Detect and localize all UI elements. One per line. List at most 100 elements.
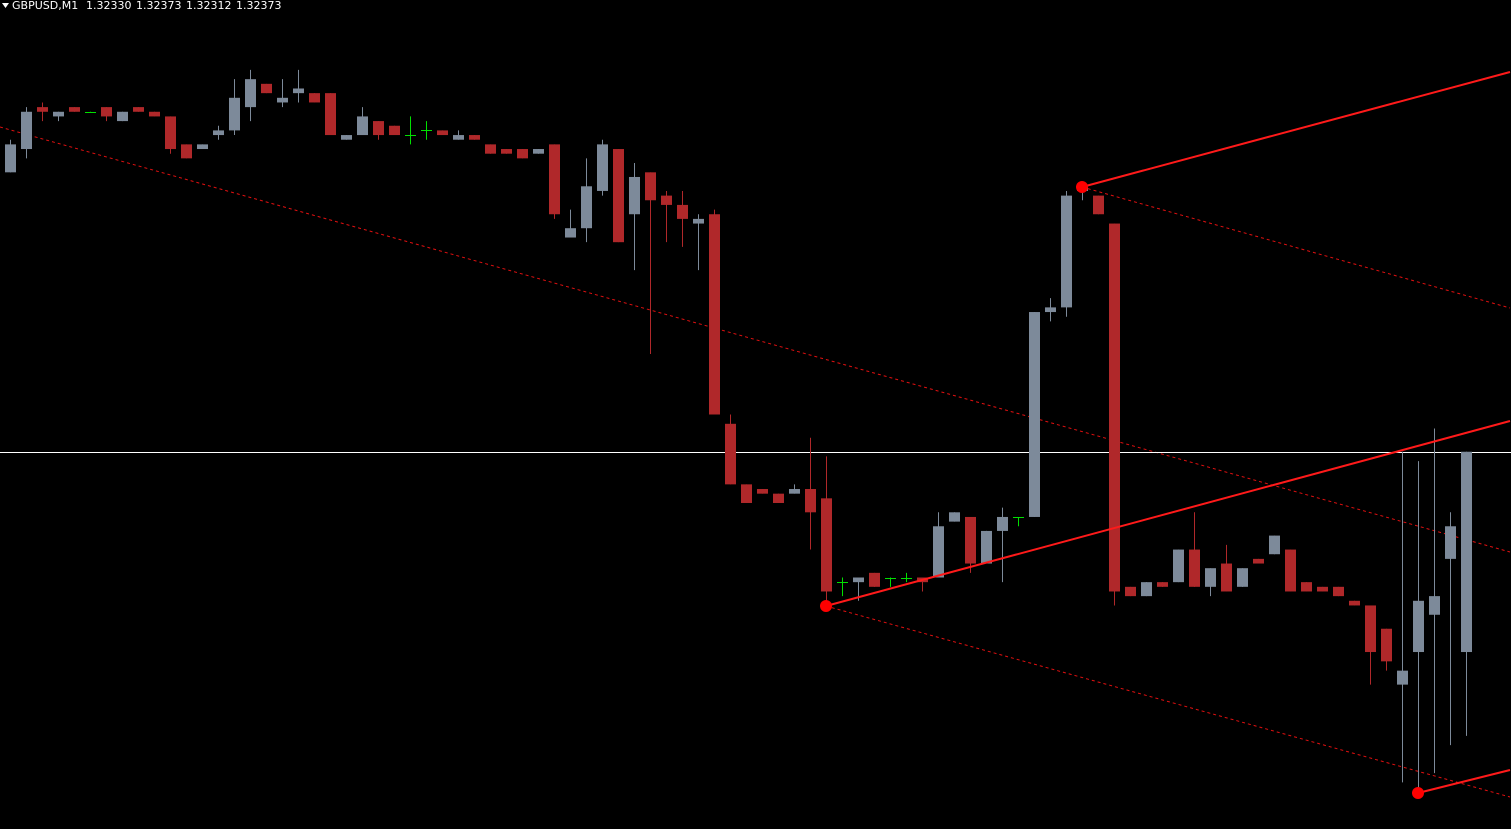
candle-body — [869, 572, 880, 587]
candle-body — [741, 484, 752, 503]
candle-body — [1253, 558, 1264, 564]
candle-body — [757, 489, 768, 494]
candle-body — [1093, 195, 1104, 215]
candle-body — [5, 144, 16, 173]
ohlc-label: 1.32373 — [236, 0, 282, 12]
candle-body — [149, 111, 160, 117]
candle-body — [1317, 586, 1328, 592]
candles — [0, 69, 1511, 792]
anchor-point — [1412, 787, 1424, 799]
candle-body — [1413, 600, 1424, 653]
candle-body — [1445, 526, 1456, 559]
channel-line — [1081, 186, 1511, 309]
candle-body — [1349, 600, 1360, 606]
candle-body — [853, 577, 864, 583]
candle-body — [197, 144, 208, 150]
candle-body — [725, 423, 736, 485]
candle-body — [533, 149, 544, 154]
candle-body — [1237, 568, 1248, 587]
candle-body — [1141, 582, 1152, 597]
candle-body — [245, 79, 256, 108]
candle-body — [805, 489, 816, 513]
candle-body — [229, 97, 240, 131]
candle-body — [501, 149, 512, 154]
candle-body — [277, 97, 288, 103]
candle-body — [325, 93, 336, 136]
candle-body — [1285, 549, 1296, 592]
candle-body — [565, 228, 576, 238]
symbol-label: GBPUSD,M1 — [12, 0, 78, 12]
candle-body — [821, 498, 832, 592]
candle-body — [613, 149, 624, 243]
candle-body — [453, 135, 464, 140]
candle-body — [789, 489, 800, 494]
candle-body — [373, 121, 384, 136]
candle-body — [1461, 451, 1472, 653]
candle-body — [293, 88, 304, 94]
candle-body — [773, 493, 784, 503]
menu-triangle[interactable] — [2, 3, 9, 8]
trend-objects — [820, 71, 1511, 799]
candle-body — [1045, 307, 1056, 313]
candle-body — [629, 176, 640, 215]
candle-body — [1173, 549, 1184, 583]
trend-line — [825, 420, 1511, 607]
candle-body — [661, 195, 672, 205]
channel-line — [825, 605, 1511, 798]
candle-body — [1269, 535, 1280, 555]
candle-body — [117, 111, 128, 122]
candle-body — [1061, 195, 1072, 308]
candle-body — [581, 186, 592, 229]
candle-body — [597, 144, 608, 191]
trend-line — [1417, 769, 1511, 794]
candle-body — [1125, 586, 1136, 597]
candle-body — [933, 526, 944, 578]
candle-body — [949, 512, 960, 522]
candle-body — [997, 516, 1008, 531]
candle-body — [101, 107, 112, 117]
candle-body — [1189, 549, 1200, 587]
candle-body — [1365, 605, 1376, 653]
candle-body — [181, 144, 192, 159]
ohlc-label: 1.32373 — [136, 0, 182, 12]
candle-body — [1397, 670, 1408, 685]
candle-body — [485, 144, 496, 154]
candle-body — [1333, 586, 1344, 597]
candle-body — [1109, 223, 1120, 592]
anchor-point — [1076, 181, 1088, 193]
candle-body — [469, 135, 480, 140]
candle-body — [677, 204, 688, 219]
candle-body — [981, 530, 992, 564]
candle-body — [53, 111, 64, 117]
candle-body — [1301, 582, 1312, 592]
candle-body — [133, 107, 144, 112]
candle-body — [165, 116, 176, 150]
anchor-point — [820, 600, 832, 612]
candle-body — [389, 125, 400, 136]
candle-body — [549, 144, 560, 215]
candle-body — [517, 149, 528, 159]
candle-body — [709, 214, 720, 415]
candle-body — [213, 130, 224, 136]
candle-body — [1221, 563, 1232, 592]
candle-body — [1029, 312, 1040, 517]
candle-body — [1381, 628, 1392, 662]
candle-body — [437, 130, 448, 136]
candle-body — [21, 111, 32, 150]
ohlc-label: 1.32312 — [186, 0, 232, 12]
candle-body — [965, 516, 976, 564]
candle-body — [1205, 568, 1216, 587]
candle-body — [357, 116, 368, 136]
candle-body — [693, 218, 704, 224]
candle-body — [69, 107, 80, 112]
candle-body — [341, 135, 352, 140]
candle-body — [1429, 596, 1440, 615]
candle-body — [261, 83, 272, 94]
trend-objects — [0, 126, 1511, 798]
candle-body — [309, 93, 320, 103]
candle-body — [645, 172, 656, 201]
trend-line — [1081, 71, 1511, 188]
